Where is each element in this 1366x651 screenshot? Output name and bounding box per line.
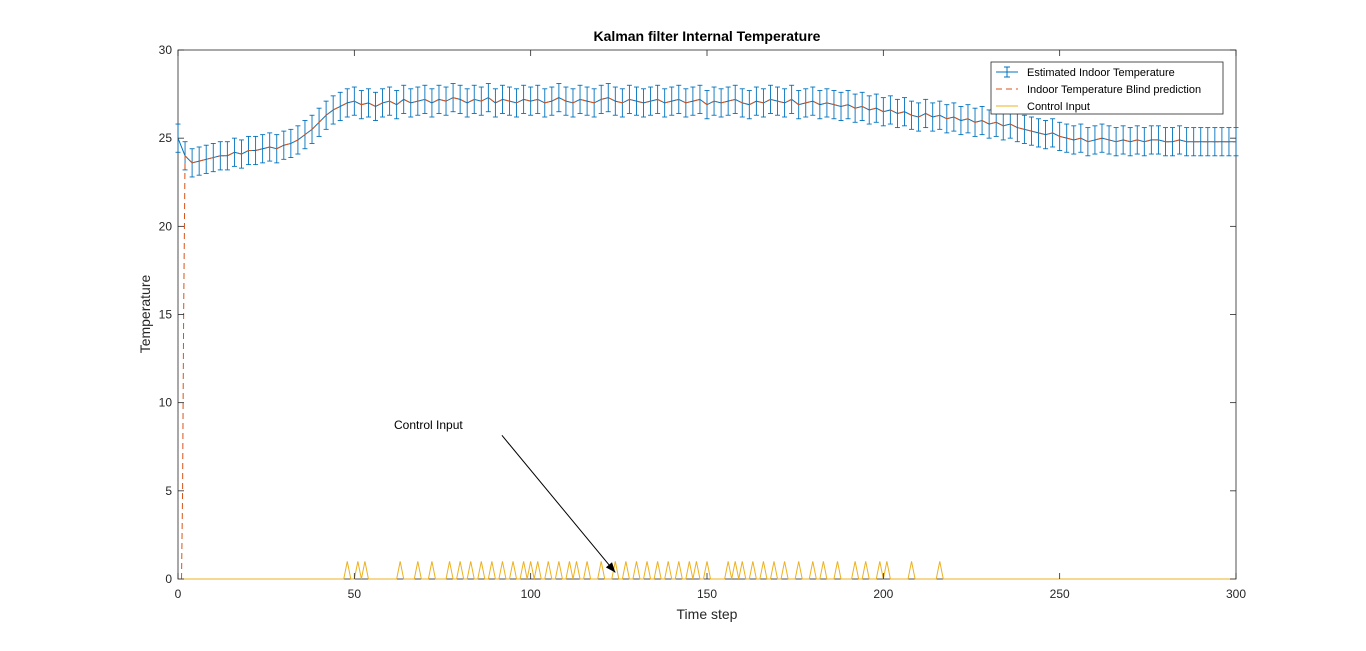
legend-label-estimated: Estimated Indoor Temperature xyxy=(1027,67,1175,79)
y-tick-label: 15 xyxy=(159,308,173,322)
legend-item-blind: Indoor Temperature Blind prediction xyxy=(996,84,1201,96)
legend: Estimated Indoor Temperature Indoor Temp… xyxy=(991,62,1223,114)
chart-title: Kalman filter Internal Temperature xyxy=(594,28,821,44)
x-tick-label: 150 xyxy=(697,587,717,601)
y-tick-label: 20 xyxy=(159,219,173,233)
y-axis-label: Temperature xyxy=(137,274,153,353)
y-tick-label: 0 xyxy=(165,572,172,586)
x-tick-label: 250 xyxy=(1050,587,1070,601)
y-tick-label: 10 xyxy=(159,396,173,410)
y-tick-label: 25 xyxy=(159,131,173,145)
legend-label-control: Control Input xyxy=(1027,101,1090,113)
legend-label-blind: Indoor Temperature Blind prediction xyxy=(1027,84,1201,96)
x-axis-label: Time step xyxy=(677,606,738,622)
annotation-text: Control Input xyxy=(394,418,463,432)
x-tick-label: 50 xyxy=(348,587,362,601)
y-tick-label: 5 xyxy=(165,484,172,498)
x-tick-label: 300 xyxy=(1226,587,1246,601)
y-tick-label: 30 xyxy=(159,43,173,57)
plot-area xyxy=(178,50,1236,579)
x-tick-label: 200 xyxy=(873,587,893,601)
x-tick-label: 100 xyxy=(521,587,541,601)
x-tick-label: 0 xyxy=(175,587,182,601)
